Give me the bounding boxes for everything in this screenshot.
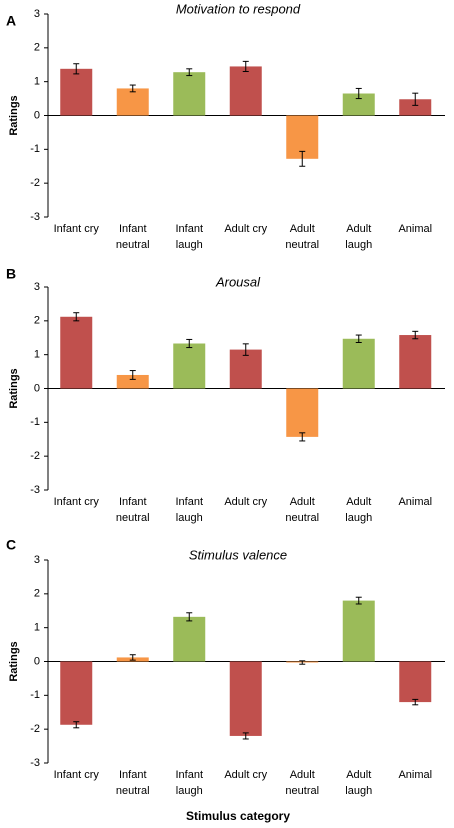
- panel-letter: B: [6, 266, 16, 282]
- bar: [229, 66, 262, 116]
- y-axis-title: Ratings: [8, 641, 20, 681]
- y-tick-label: 0: [34, 655, 40, 667]
- category-label: Adult: [346, 496, 371, 508]
- bar: [342, 600, 375, 662]
- category-label: neutral: [116, 785, 150, 797]
- bar: [116, 374, 149, 389]
- panel-title: Stimulus valence: [189, 547, 287, 562]
- y-tick-label: -1: [30, 143, 40, 155]
- category-label: laugh: [345, 512, 372, 524]
- y-tick-label: -3: [30, 211, 40, 223]
- panel-letter: C: [6, 537, 16, 553]
- category-label: Infant cry: [54, 223, 100, 235]
- category-label: Adult: [290, 223, 315, 235]
- category-label: Animal: [398, 769, 432, 781]
- bar: [399, 99, 432, 116]
- y-tick-label: -3: [30, 757, 40, 769]
- bar: [173, 616, 206, 662]
- category-label: Adult: [346, 223, 371, 235]
- bar: [229, 349, 262, 389]
- category-label: laugh: [345, 785, 372, 797]
- category-label: Adult cry: [224, 769, 267, 781]
- category-label: Infant: [119, 769, 147, 781]
- y-tick-label: 2: [34, 315, 40, 327]
- category-label: Adult cry: [224, 496, 267, 508]
- category-label: Adult cry: [224, 223, 267, 235]
- y-tick-label: -1: [30, 416, 40, 428]
- y-tick-label: 0: [34, 109, 40, 121]
- category-label: neutral: [116, 239, 150, 251]
- y-tick-label: -2: [30, 450, 40, 462]
- category-label: Adult: [346, 769, 371, 781]
- bar: [60, 316, 93, 389]
- bar: [229, 661, 262, 736]
- category-label: Infant cry: [54, 496, 100, 508]
- category-label: neutral: [285, 239, 319, 251]
- y-axis-title: Ratings: [8, 95, 20, 135]
- category-label: laugh: [176, 239, 203, 251]
- bar: [60, 661, 93, 725]
- panel-title: Motivation to respond: [176, 1, 301, 16]
- y-tick-label: 3: [34, 554, 40, 566]
- bar: [173, 72, 206, 116]
- y-tick-label: -2: [30, 723, 40, 735]
- bar: [60, 68, 93, 116]
- panel-title: Arousal: [215, 274, 261, 289]
- bar: [286, 388, 319, 437]
- y-tick-label: 1: [34, 76, 40, 88]
- y-tick-label: 0: [34, 382, 40, 394]
- y-tick-label: 1: [34, 622, 40, 634]
- category-label: Infant: [119, 496, 147, 508]
- y-tick-label: 2: [34, 42, 40, 54]
- bar: [342, 338, 375, 389]
- category-label: Infant: [175, 769, 203, 781]
- category-label: laugh: [176, 785, 203, 797]
- category-label: neutral: [285, 512, 319, 524]
- y-tick-label: 1: [34, 349, 40, 361]
- y-tick-label: -3: [30, 484, 40, 496]
- bar: [399, 335, 432, 389]
- panel-letter: A: [6, 13, 16, 29]
- category-label: Infant cry: [54, 769, 100, 781]
- bar: [116, 88, 149, 116]
- category-label: Infant: [119, 223, 147, 235]
- bar: [342, 93, 375, 116]
- category-label: laugh: [176, 512, 203, 524]
- bar: [173, 343, 206, 389]
- x-axis-title: Stimulus category: [186, 809, 290, 823]
- bar: [399, 661, 432, 703]
- y-tick-label: 3: [34, 8, 40, 20]
- y-axis-title: Ratings: [8, 368, 20, 408]
- category-label: Animal: [398, 496, 432, 508]
- category-label: neutral: [116, 512, 150, 524]
- y-tick-label: 2: [34, 588, 40, 600]
- category-label: Adult: [290, 496, 315, 508]
- category-label: Infant: [175, 496, 203, 508]
- category-label: Animal: [398, 223, 432, 235]
- category-label: Adult: [290, 769, 315, 781]
- category-label: neutral: [285, 785, 319, 797]
- y-tick-label: 3: [34, 281, 40, 293]
- category-label: laugh: [345, 239, 372, 251]
- y-tick-label: -1: [30, 689, 40, 701]
- category-label: Infant: [175, 223, 203, 235]
- y-tick-label: -2: [30, 177, 40, 189]
